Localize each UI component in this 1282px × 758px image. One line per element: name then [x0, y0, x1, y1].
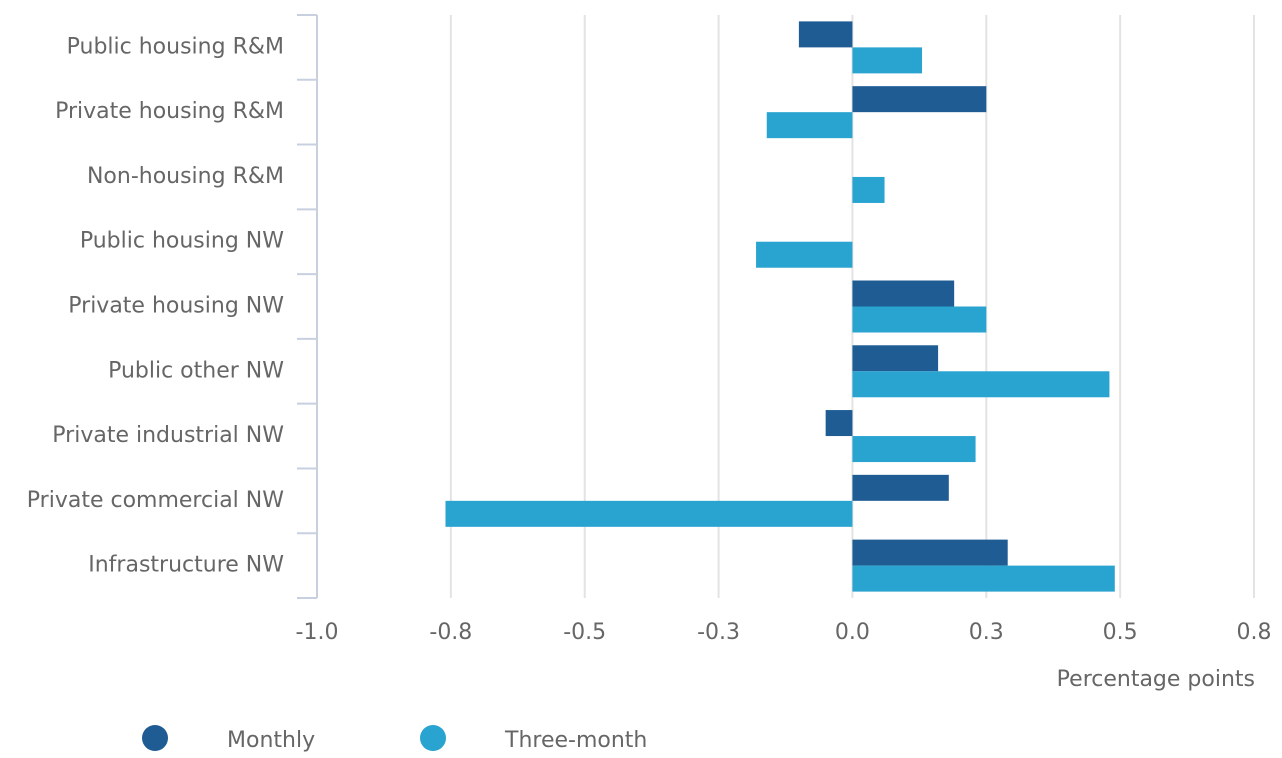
bar — [766, 112, 853, 139]
bar — [852, 345, 939, 372]
bar — [852, 565, 1115, 592]
bar — [852, 539, 1008, 566]
x-axis-label: Percentage points — [1057, 667, 1255, 692]
x-tick-label: -0.8 — [429, 620, 472, 645]
y-tick-label: Public other NW — [108, 358, 284, 383]
bar — [445, 500, 853, 527]
x-tick-label: 0.0 — [835, 620, 870, 645]
legend-marker — [142, 725, 168, 751]
y-tick-label: Private commercial NW — [27, 488, 284, 513]
y-tick-label: Non-housing R&M — [87, 164, 284, 189]
bar — [852, 474, 949, 501]
bar — [756, 241, 853, 268]
bar — [852, 280, 955, 307]
bar — [852, 306, 987, 333]
bar — [852, 371, 1110, 398]
bar — [852, 436, 976, 463]
bar — [825, 410, 853, 437]
bar — [852, 176, 885, 203]
x-tick-label: 0.8 — [1237, 620, 1272, 645]
y-tick-label: Private industrial NW — [52, 423, 284, 448]
legend-label: Three-month — [504, 728, 647, 753]
y-tick-label: Public housing R&M — [67, 34, 284, 59]
x-tick-label: -1.0 — [296, 620, 339, 645]
y-tick-label: Infrastructure NW — [88, 553, 284, 578]
x-tick-label: -0.3 — [697, 620, 740, 645]
y-tick-label: Public housing NW — [80, 229, 284, 254]
legend-marker — [420, 725, 446, 751]
y-tick-label: Private housing NW — [68, 294, 284, 319]
legend-label: Monthly — [227, 728, 315, 753]
bar — [852, 47, 923, 74]
x-tick-label: 0.5 — [1103, 620, 1138, 645]
y-tick-label: Private housing R&M — [55, 99, 284, 124]
bar — [852, 86, 987, 113]
x-tick-label: 0.3 — [969, 620, 1004, 645]
bar — [798, 21, 853, 48]
x-tick-label: -0.5 — [563, 620, 606, 645]
